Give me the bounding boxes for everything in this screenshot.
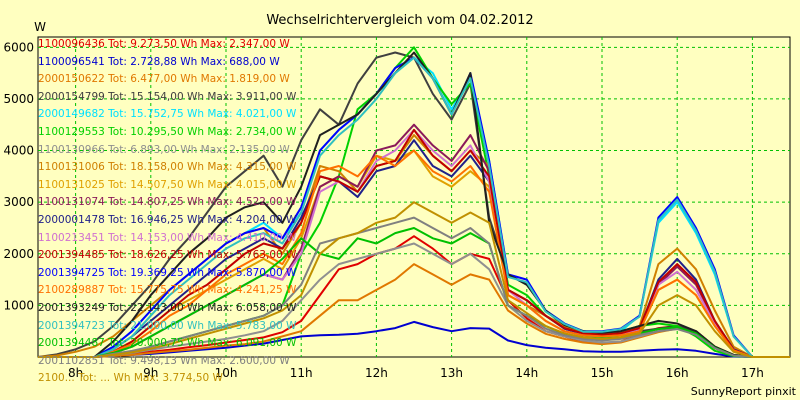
y-axis-label: W — [34, 20, 46, 34]
x-tick-label: 14h — [515, 366, 538, 380]
series-lines — [37, 46, 790, 358]
y-tick-label: 3000 — [3, 195, 34, 209]
x-tick-label: 12h — [365, 366, 388, 380]
chart-title: Wechselrichtervergleich vom 04.02.2012 — [266, 13, 533, 28]
x-tick-label: 8h — [68, 366, 83, 380]
series-line-2100 — [38, 201, 790, 358]
y-tick-labels: 1000 2000 3000 4000 5000 6000 — [3, 40, 34, 312]
x-tick-label: 11h — [290, 366, 313, 380]
series-line-2001394485 — [38, 128, 790, 358]
footer-credit: SunnyReport pinxit — [691, 385, 797, 398]
x-tick-label: 17h — [741, 366, 764, 380]
x-tick-labels: 8h 9h 10h 11h 12h 13h 14h 15h 16h 17h — [68, 366, 764, 380]
y-tick-label: 6000 — [3, 40, 34, 54]
grid-lines — [38, 37, 790, 357]
y-tick-label: 1000 — [3, 298, 34, 312]
y-tick-label: 5000 — [3, 92, 34, 106]
series-line-2001393249 — [38, 51, 790, 358]
y-tick-label: 4000 — [3, 144, 34, 158]
x-tick-label: 16h — [666, 366, 689, 380]
plot-area — [37, 36, 791, 358]
x-tick-label: 9h — [143, 366, 158, 380]
x-tick-label: 15h — [591, 366, 614, 380]
series-line-1100096541 — [38, 320, 790, 358]
x-tick-label: 13h — [440, 366, 463, 380]
x-tick-label: 10h — [215, 366, 238, 380]
series-line-2001102851 — [38, 216, 790, 358]
series-line-2001394487 — [38, 227, 790, 358]
y-tick-label: 2000 — [3, 247, 34, 261]
series-line-2000001478 — [38, 139, 790, 358]
series-line-2001394723 — [38, 56, 790, 358]
series-line-2100289887 — [38, 149, 790, 358]
series-line-1100131006 — [37, 134, 790, 358]
